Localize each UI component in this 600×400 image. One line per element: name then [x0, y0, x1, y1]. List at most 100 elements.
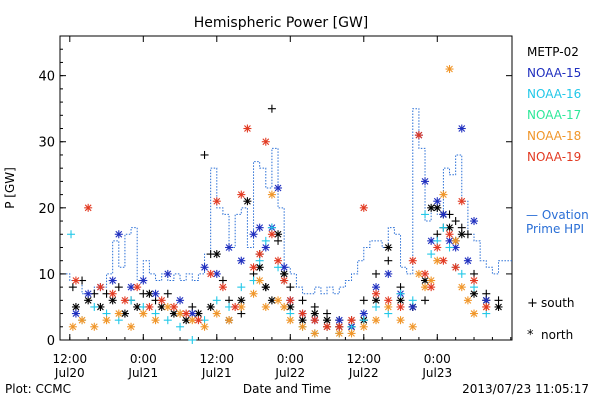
- x-tick-date: Jul21: [127, 366, 158, 380]
- x-axis: 12:00Jul200:00Jul2112:00Jul210:00Jul2212…: [53, 36, 512, 380]
- data-point-noaa-18: [90, 322, 99, 331]
- data-point-noaa-18: [414, 269, 423, 278]
- data-point-noaa-19: [255, 250, 264, 259]
- data-point-noaa-19: [451, 263, 460, 272]
- data-point-noaa-15: [225, 243, 234, 252]
- data-point-noaa-15: [427, 236, 436, 245]
- data-point-noaa-19: [433, 243, 442, 252]
- data-point-noaa-16: [237, 283, 246, 292]
- data-point-noaa-19: [427, 283, 436, 292]
- data-point-noaa-18: [151, 316, 160, 325]
- data-point-noaa-16: [176, 322, 185, 331]
- chart-title: Hemispheric Power [GW]: [194, 15, 369, 31]
- data-point-noaa-19: [457, 197, 466, 206]
- data-point-noaa-15: [237, 256, 246, 265]
- data-point-noaa-19: [249, 263, 258, 272]
- data-point-noaa-19: [335, 322, 344, 331]
- data-point-noaa-16: [396, 289, 405, 298]
- legend-entry-noaa-19: NOAA-19: [527, 150, 581, 164]
- data-point-metp-02: [298, 296, 307, 305]
- marker-symbol: *: [527, 328, 534, 343]
- legend-entry-noaa-17: NOAA-17: [527, 108, 581, 122]
- data-point-noaa-19: [396, 302, 405, 311]
- data-point-noaa-15: [439, 210, 448, 219]
- data-point-noaa-16: [188, 336, 197, 344]
- data-point-noaa-18: [249, 289, 258, 298]
- data-point-noaa-15: [457, 124, 466, 133]
- data-point-noaa-19: [133, 283, 142, 292]
- data-point-noaa-18: [439, 190, 448, 199]
- satellite-points: [67, 65, 503, 344]
- data-point-noaa-19: [414, 131, 423, 140]
- data-point-noaa-18: [102, 316, 111, 325]
- data-point-noaa-19: [157, 296, 166, 305]
- data-point-metp-02: [457, 230, 466, 239]
- x-tick-time: 0:00: [130, 352, 157, 366]
- data-point-noaa-19: [323, 322, 332, 331]
- data-point-noaa-19: [384, 296, 393, 305]
- data-point-metp-02: [494, 302, 503, 311]
- data-point-metp-02: [84, 296, 93, 305]
- data-point-noaa-19: [206, 269, 215, 278]
- data-point-noaa-15: [163, 269, 172, 278]
- data-point-noaa-18: [78, 316, 87, 325]
- data-point-metp-02: [359, 296, 368, 305]
- data-point-metp-02: [212, 250, 221, 259]
- data-point-noaa-16: [90, 302, 99, 311]
- data-point-noaa-15: [384, 269, 393, 278]
- data-point-noaa-15: [274, 184, 283, 192]
- y-axis: 0 10 20 30 40: [38, 48, 512, 349]
- y-tick-label: 30: [38, 136, 55, 151]
- marker-symbol: +: [527, 296, 538, 311]
- x-tick-date: Jul21: [201, 366, 232, 380]
- data-point-noaa-16: [163, 316, 172, 325]
- data-point-noaa-18: [286, 316, 295, 325]
- y-tick-label: 40: [38, 70, 55, 85]
- data-point-noaa-19: [274, 256, 283, 265]
- data-point-noaa-18: [176, 309, 185, 318]
- data-point-noaa-18: [280, 302, 289, 311]
- x-tick-date: Jul20: [54, 366, 85, 380]
- data-point-noaa-19: [120, 296, 129, 305]
- data-point-metp-02: [286, 283, 295, 292]
- footer-left: Plot: CCMC: [5, 382, 71, 396]
- data-point-noaa-19: [261, 137, 270, 146]
- data-point-noaa-15: [127, 283, 136, 292]
- data-point-metp-02: [163, 289, 172, 298]
- data-point-metp-02: [237, 296, 246, 305]
- y-axis-label: P [GW]: [3, 167, 17, 209]
- data-point-noaa-16: [427, 250, 436, 259]
- data-point-noaa-18: [127, 322, 136, 331]
- data-point-noaa-19: [482, 302, 491, 311]
- marker-label-north: north: [541, 328, 573, 342]
- data-point-metp-02: [108, 296, 117, 305]
- data-point-metp-02: [120, 309, 129, 318]
- data-point-noaa-18: [225, 316, 234, 325]
- x-tick-time: 12:00: [346, 352, 381, 366]
- data-point-noaa-19: [372, 289, 381, 298]
- x-tick-date: Jul22: [274, 366, 305, 380]
- data-point-noaa-19: [445, 230, 454, 239]
- data-point-noaa-18: [274, 296, 283, 305]
- data-point-metp-02: [267, 104, 276, 113]
- legend-entry-noaa-15: NOAA-15: [527, 66, 581, 80]
- data-point-noaa-15: [200, 263, 209, 272]
- data-point-noaa-16: [261, 236, 270, 245]
- data-point-noaa-18: [457, 283, 466, 292]
- data-point-metp-02: [384, 256, 393, 265]
- data-point-noaa-19: [84, 203, 93, 212]
- data-point-noaa-16: [67, 230, 76, 239]
- data-point-noaa-18: [68, 322, 77, 331]
- data-point-noaa-19: [298, 309, 307, 318]
- data-point-noaa-15: [151, 289, 160, 298]
- data-point-metp-02: [384, 243, 393, 252]
- data-point-noaa-18: [212, 309, 221, 318]
- data-point-noaa-19: [243, 124, 252, 133]
- data-point-metp-02: [261, 283, 270, 292]
- y-tick-label: 10: [38, 268, 55, 283]
- data-point-noaa-15: [114, 230, 123, 239]
- data-point-metp-02: [68, 283, 77, 292]
- data-point-noaa-15: [482, 296, 491, 305]
- data-point-noaa-19: [286, 296, 295, 305]
